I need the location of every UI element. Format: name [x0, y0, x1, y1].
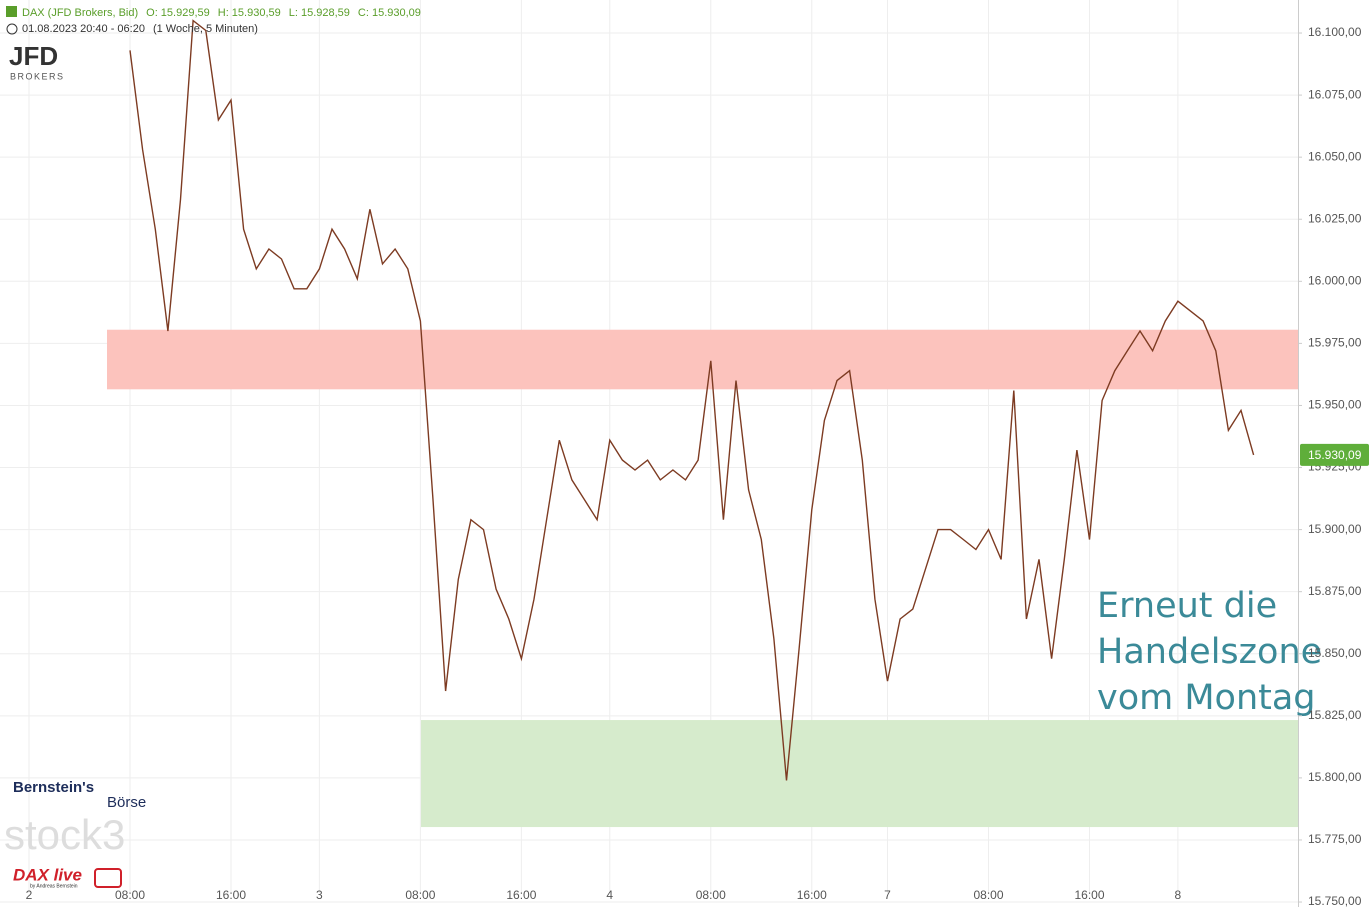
date-range: 01.08.2023 20:40 - 06:20 [22, 23, 145, 35]
broker-sub: BROKERS [10, 71, 65, 81]
x-tick-label: 16:00 [1074, 888, 1104, 902]
boerse-logo: Börse [107, 794, 146, 811]
clock-icon [6, 23, 18, 35]
zone [421, 720, 1298, 828]
x-tick-label: 08:00 [115, 888, 145, 902]
instrument: DAX (JFD Brokers, Bid) [22, 7, 138, 19]
y-tick-label: 15.850,00 [1308, 646, 1362, 660]
last-price-label: 15.930,09 [1308, 448, 1362, 462]
y-tick-label: 15.950,00 [1308, 398, 1362, 412]
x-tick-label: 08:00 [973, 888, 1003, 902]
header: DAX (JFD Brokers, Bid) O: 15.929,59 H: 15.… [22, 7, 421, 19]
low: L: 15.928,59 [289, 7, 350, 19]
interval: (1 Woche, 5 Minuten) [153, 23, 258, 35]
bernstein-logo: Bernstein's [13, 779, 94, 796]
zone [107, 329, 1298, 390]
y-tick-label: 15.750,00 [1308, 894, 1362, 907]
play-icon [94, 868, 122, 888]
range: 01.08.2023 20:40 - 06:20 (1 Woche, 5 Minu… [22, 23, 258, 35]
symbol-icon [6, 6, 17, 17]
y-tick-label: 15.825,00 [1308, 708, 1362, 722]
x-tick-label: 16:00 [506, 888, 536, 902]
plot [129, 19, 1255, 781]
x-tick-label: 3 [316, 888, 323, 902]
x-tick-label: 7 [884, 888, 891, 902]
daxlive-logo: DAX live [13, 865, 82, 884]
last-price-tag [1300, 443, 1369, 466]
annotation-line: vom Montag [1097, 678, 1316, 718]
y-tick-label: 16.100,00 [1308, 25, 1362, 39]
x-tick-label: 08:00 [405, 888, 435, 902]
x-tick-label: 2 [26, 888, 33, 902]
y-tick-label: 16.075,00 [1308, 87, 1362, 101]
y-tick-label: 15.875,00 [1308, 584, 1362, 598]
daxlive-sub: by Andreas Bernstein [30, 883, 78, 889]
annotation: Erneut die Handelszone vom Montag [1097, 586, 1322, 718]
y-tick-label: 15.900,00 [1308, 522, 1362, 536]
x-tick-label: 4 [606, 888, 613, 902]
price-line [129, 19, 1255, 781]
x-tick-label: 16:00 [216, 888, 246, 902]
annotation-line: Handelszone [1097, 632, 1322, 672]
y-tick-label: 16.025,00 [1308, 211, 1362, 225]
broker-logo: JFD [9, 41, 58, 71]
y-tick-label: 16.000,00 [1308, 273, 1362, 287]
x-tick-label: 16:00 [797, 888, 827, 902]
y-tick-label: 15.975,00 [1308, 336, 1362, 350]
close: C: 15.930,09 [358, 7, 421, 19]
stock3-logo: stock3 [4, 811, 125, 858]
x-tick-label: 8 [1175, 888, 1182, 902]
x-tick-label: 08:00 [696, 888, 726, 902]
annotation-line: Erneut die [1097, 586, 1277, 626]
y-tick-label: 15.800,00 [1308, 770, 1362, 784]
y-tick-label: 16.050,00 [1308, 149, 1362, 163]
high: H: 15.930,59 [218, 7, 281, 19]
y-tick-label: 15.775,00 [1308, 832, 1362, 846]
zones [107, 329, 1298, 828]
open: O: 15.929,59 [146, 7, 210, 19]
